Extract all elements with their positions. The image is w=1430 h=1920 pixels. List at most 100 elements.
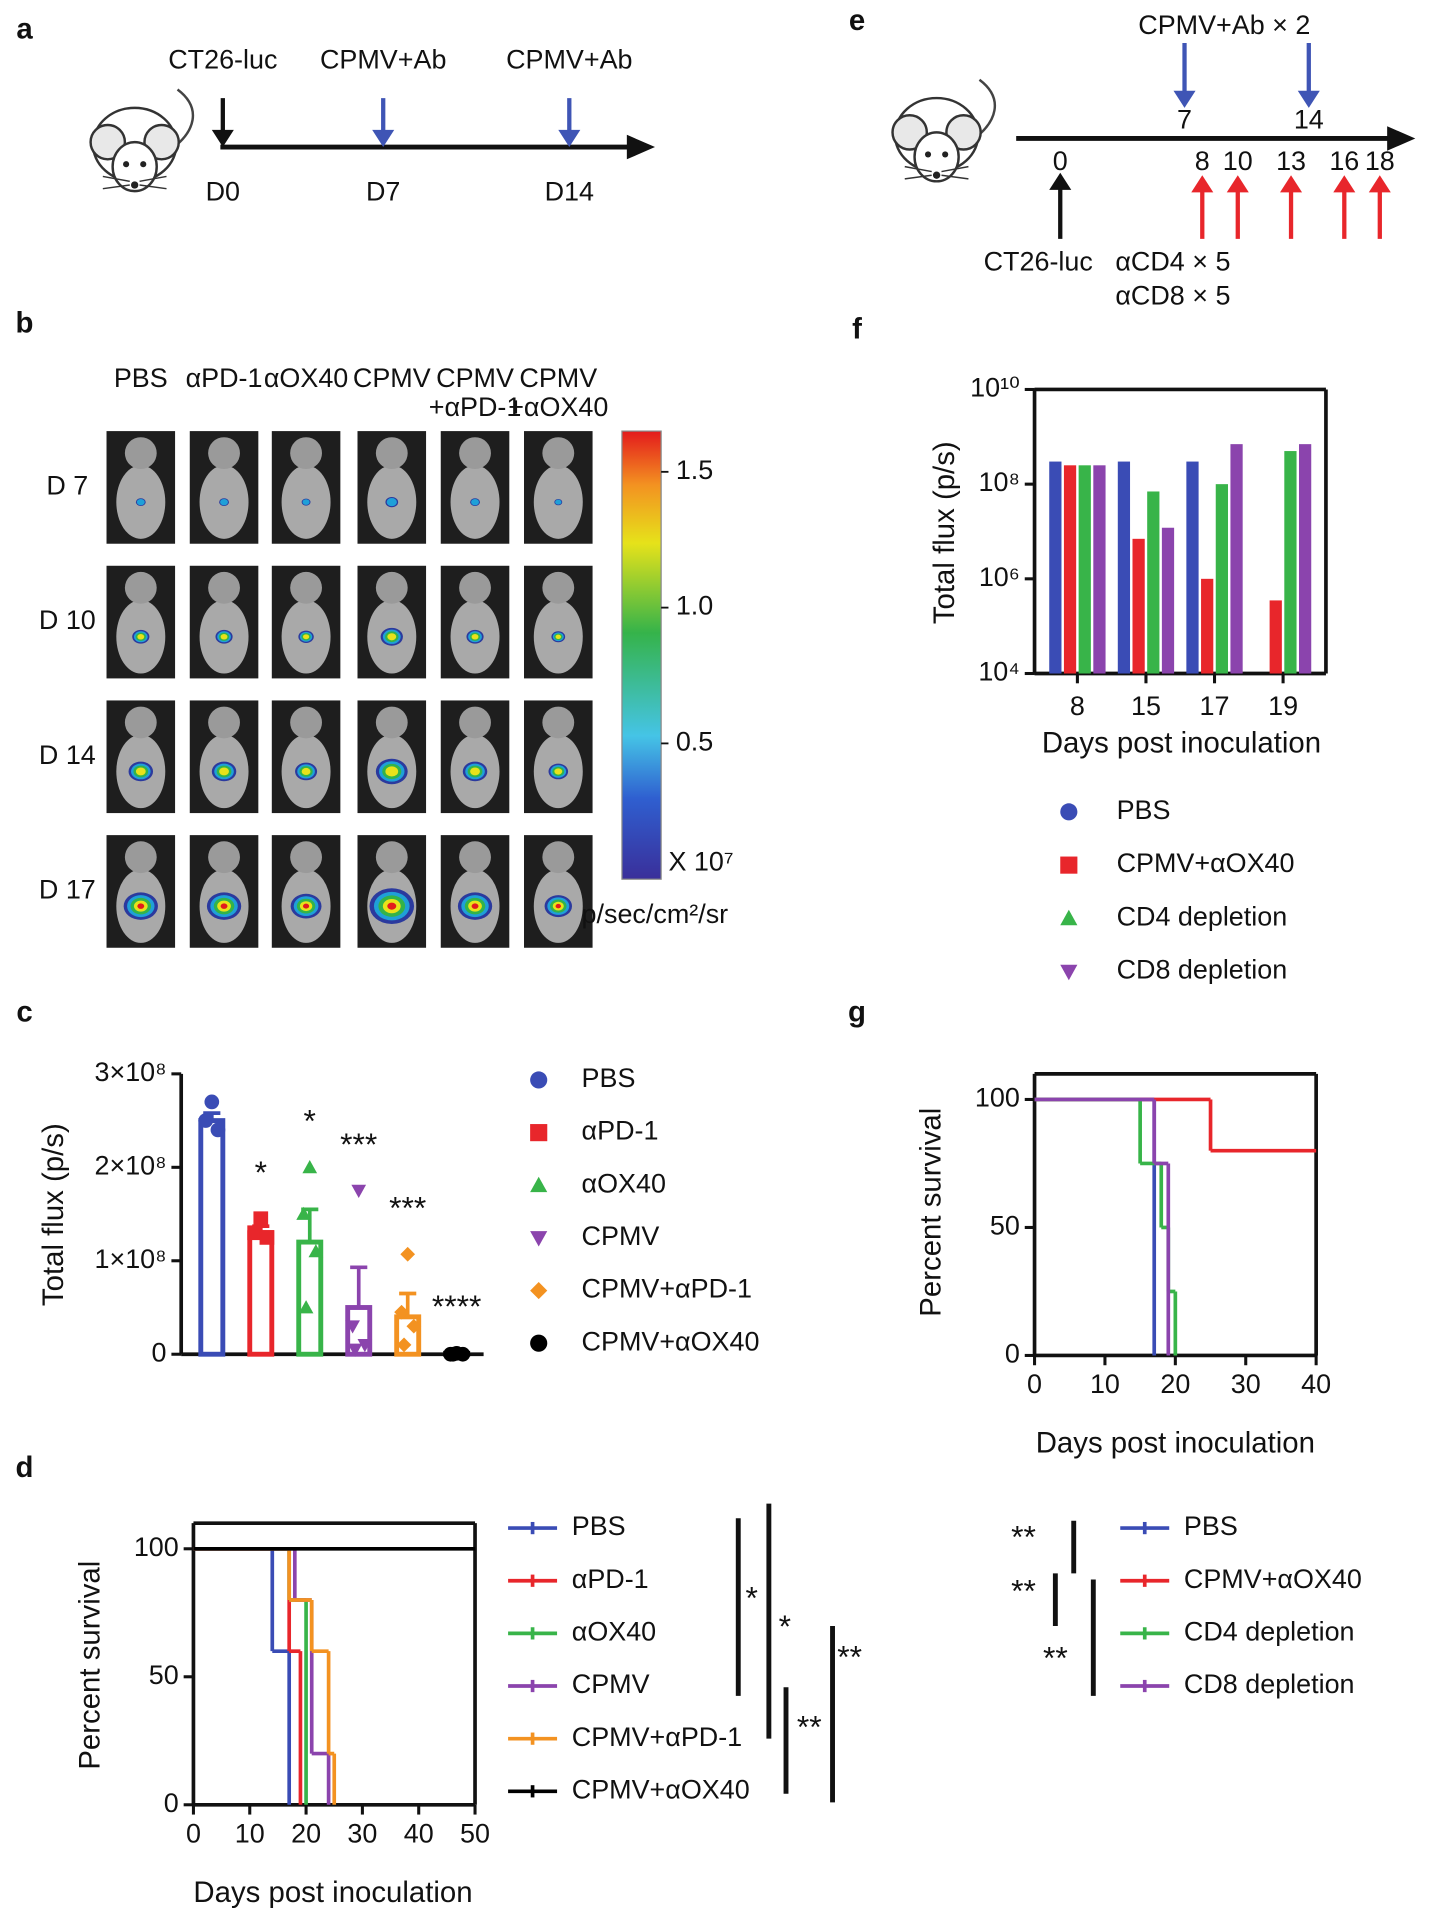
panel-label: g [848,996,866,1029]
mouse-ear [891,113,929,151]
y-tick-label: 0 [1005,1339,1020,1369]
legend-label: PBS [582,1063,636,1093]
significance-label: ** [837,1638,862,1674]
signal-blob [301,767,311,775]
survival-step [309,1599,329,1654]
signal-blob [302,903,310,909]
signal-blob [137,634,145,640]
mouse-silhouette-head [459,706,491,739]
bar [198,1118,226,1357]
column-label: PBS [114,363,168,393]
column-label: +αOX40 [508,392,608,422]
treatment-arrow-head [1173,90,1196,108]
marker [345,1320,360,1334]
mouse-eye [140,161,147,168]
marker [347,1343,363,1357]
signal-blob [385,766,399,777]
mouse-silhouette-head [290,706,322,739]
mouse-whisker [904,174,932,180]
y-tick-label: 1×10⁸ [95,1244,167,1274]
x-tick-label: 20 [291,1818,321,1848]
mouse-ear [143,123,180,161]
signal-blob [302,634,310,640]
colorbar-tick-label: 1.5 [676,455,713,485]
mouse-whisker [102,184,130,190]
marker [302,1159,318,1174]
legend-label: αOX40 [572,1616,656,1646]
column-label: CPMV [519,363,597,393]
marker [204,1094,220,1110]
y-tick-label: 0 [152,1337,167,1367]
panel-label: e [849,4,865,37]
survival-step [1208,1099,1317,1153]
significance-label: ** [1011,1572,1036,1608]
bar [1132,538,1145,674]
marker [1060,856,1078,874]
day-label: D0 [206,177,240,207]
mouse-silhouette-head [459,841,491,874]
legend-label: PBS [1184,1511,1238,1541]
colorbar-tick-label: 1.0 [676,591,713,621]
mouse-silhouette-head [290,571,322,604]
bar [1078,465,1091,674]
row-label: D 17 [39,875,96,905]
mouse-silhouette-head [124,841,157,874]
x-tick-label: 30 [1231,1369,1261,1399]
marker [530,1281,548,1300]
mouse-silhouette-head [124,706,157,739]
survival-step [287,1548,312,1602]
legend-label: PBS [572,1511,626,1541]
y-axis-title: Percent survival [915,1108,948,1317]
marker [394,1304,409,1320]
marker [357,1339,373,1353]
mouse-silhouette-head [459,437,491,470]
mouse-ear [89,123,127,161]
signal-blob [555,634,562,639]
signal-blob [136,498,145,506]
event-arrow-head [372,129,395,148]
significance-label: ** [1011,1519,1036,1555]
treatment-label: CPMV+Ab [506,44,632,74]
marker [198,1113,214,1128]
mouse-silhouette-head [375,841,408,874]
mouse-nose [131,181,139,189]
inoculation-label: CT26-luc [984,246,1093,276]
colorbar-tick-label: 0.5 [676,727,713,757]
mouse-whisker [139,184,167,190]
treatment-label: CT26-luc [168,44,277,74]
x-tick-label: 8 [1070,691,1085,721]
marker [308,1244,324,1258]
legend-label: CD8 depletion [1184,1669,1355,1699]
marker [530,1176,548,1193]
marker [1060,909,1078,926]
panel-label: c [16,996,32,1029]
significance-label: * [304,1103,316,1139]
mouse-silhouette-head [208,841,240,874]
column-label: CPMV [353,363,431,393]
bar [1117,461,1131,674]
marker [298,1300,314,1314]
marker [445,1346,461,1362]
significance-label: *** [340,1126,377,1162]
legend-label: PBS [1117,795,1171,825]
depletion-arrow-head [1280,175,1303,193]
y-tick-label: 10⁴ [978,657,1020,687]
signal-blob [220,634,228,640]
mouse-whisker [941,165,969,173]
row-label: D 10 [39,605,96,635]
signal-blob [135,767,146,776]
panel-label: a [16,13,33,46]
y-axis-title: Total flux (p/s) [37,1123,70,1306]
column-label: αOX40 [264,363,348,393]
survival-step [287,1548,307,1602]
mouse-silhouette-head [542,841,575,874]
x-tick-label: 10 [235,1818,265,1848]
legend-label: CD4 depletion [1184,1616,1355,1646]
y-tick-label: 50 [990,1211,1020,1241]
day-label: 16 [1329,146,1359,176]
significance-label: * [746,1580,758,1616]
significance-label: ** [1043,1640,1068,1676]
marker [530,1124,548,1142]
mouse-eye [942,151,949,158]
y-tick-label: 3×10⁸ [95,1057,167,1087]
